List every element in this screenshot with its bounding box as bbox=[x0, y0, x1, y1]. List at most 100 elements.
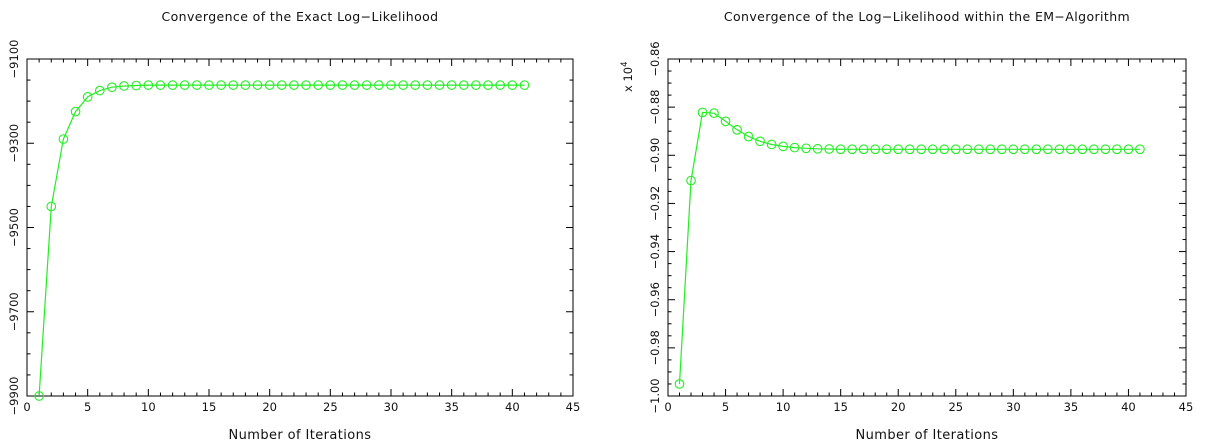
x-tick-label: 5 bbox=[722, 400, 729, 414]
plot-frame bbox=[667, 58, 1187, 397]
data-point bbox=[507, 80, 518, 90]
data-point bbox=[1123, 144, 1134, 155]
data-point bbox=[446, 80, 457, 90]
chart-title: Convergence of the Exact Log−Likelihood bbox=[161, 9, 438, 24]
data-point bbox=[58, 134, 69, 144]
data-point bbox=[939, 144, 950, 155]
data-point bbox=[916, 144, 927, 155]
y-tick-label: −0.92 bbox=[648, 186, 662, 221]
plot-frame bbox=[26, 58, 574, 397]
data-point bbox=[94, 85, 105, 96]
data-point bbox=[422, 80, 433, 90]
x-tick-label: 15 bbox=[833, 400, 848, 414]
data-point bbox=[962, 144, 973, 155]
data-point bbox=[398, 80, 408, 90]
data-point bbox=[216, 80, 226, 90]
data-point bbox=[1043, 144, 1053, 155]
y-tick-label: −9100 bbox=[7, 40, 21, 79]
x-axis-label: Number of Iterations bbox=[229, 428, 372, 443]
data-point bbox=[374, 80, 384, 90]
data-point bbox=[410, 80, 421, 90]
data-point bbox=[824, 144, 835, 154]
data-point bbox=[301, 80, 311, 90]
data-point bbox=[686, 175, 696, 186]
data-point bbox=[720, 116, 731, 127]
data-point bbox=[870, 144, 881, 155]
data-point bbox=[434, 80, 445, 90]
data-point bbox=[1089, 144, 1099, 155]
data-point bbox=[252, 80, 263, 90]
data-point bbox=[674, 379, 685, 389]
data-point bbox=[973, 144, 984, 155]
y-tick-label: −9900 bbox=[7, 377, 21, 416]
data-point bbox=[155, 80, 166, 90]
data-point bbox=[240, 80, 251, 90]
data-point bbox=[228, 80, 239, 90]
data-point bbox=[927, 144, 938, 155]
x-tick-label: 35 bbox=[1064, 400, 1079, 414]
x-tick-label: 15 bbox=[202, 400, 217, 414]
data-point bbox=[325, 80, 336, 90]
data-point bbox=[1008, 144, 1019, 155]
data-point bbox=[204, 80, 214, 90]
data-point bbox=[179, 80, 190, 90]
x-tick-label: 25 bbox=[323, 400, 338, 414]
data-point bbox=[950, 144, 961, 155]
data-point bbox=[167, 80, 178, 90]
data-point bbox=[82, 92, 93, 102]
data-point bbox=[34, 391, 44, 401]
x-tick-label: 40 bbox=[1121, 400, 1136, 414]
chart-exact-log-likelihood: Convergence of the Exact Log−Likelihood N… bbox=[7, 9, 580, 443]
x-tick-label: 30 bbox=[1006, 400, 1021, 414]
data-point bbox=[1054, 144, 1065, 155]
data-point bbox=[778, 141, 788, 152]
data-point bbox=[192, 80, 202, 90]
y-tick-label: −9700 bbox=[7, 292, 21, 331]
y-tick-label: −0.96 bbox=[648, 282, 662, 317]
y-tick-label: −0.98 bbox=[648, 330, 662, 365]
data-point bbox=[495, 80, 506, 90]
series-line bbox=[38, 84, 525, 397]
x-tick-label: 20 bbox=[262, 400, 277, 414]
data-point bbox=[1100, 144, 1111, 155]
chart-em-log-likelihood: Convergence of the Log−Likelihood within… bbox=[620, 9, 1193, 443]
data-point bbox=[289, 80, 299, 90]
x-tick-label: 10 bbox=[776, 400, 791, 414]
data-point bbox=[313, 80, 324, 90]
data-point bbox=[893, 144, 904, 155]
data-point bbox=[743, 131, 754, 142]
data-point bbox=[1135, 144, 1145, 155]
data-point bbox=[1112, 144, 1122, 155]
y-axis-multiplier: x 104 bbox=[620, 61, 635, 92]
x-tick-label: 35 bbox=[444, 400, 459, 414]
data-point bbox=[1077, 144, 1088, 155]
data-point bbox=[755, 136, 765, 147]
data-point bbox=[471, 80, 481, 90]
data-point bbox=[349, 80, 360, 90]
data-point bbox=[996, 144, 1007, 155]
data-point bbox=[697, 107, 708, 118]
chart-title: Convergence of the Log−Likelihood within… bbox=[724, 9, 1130, 24]
x-tick-label: 45 bbox=[1179, 400, 1194, 414]
data-point bbox=[847, 144, 858, 155]
data-point bbox=[519, 80, 530, 90]
y-tick-label: −0.94 bbox=[648, 234, 662, 269]
y-tick-label: −1.00 bbox=[648, 378, 662, 413]
x-tick-label: 25 bbox=[948, 400, 963, 414]
data-point bbox=[789, 142, 800, 153]
data-point bbox=[70, 106, 81, 117]
data-point bbox=[1066, 144, 1076, 155]
data-point bbox=[337, 80, 348, 90]
data-point bbox=[812, 143, 823, 154]
data-point bbox=[732, 124, 742, 135]
x-tick-label: 0 bbox=[23, 400, 30, 414]
x-tick-label: 20 bbox=[891, 400, 906, 414]
data-point bbox=[1031, 144, 1042, 155]
x-tick-label: 5 bbox=[84, 400, 91, 414]
x-tick-label: 45 bbox=[566, 400, 581, 414]
y-tick-label: −0.86 bbox=[648, 41, 662, 76]
data-point bbox=[264, 80, 275, 90]
y-multiplier-exponent: 4 bbox=[620, 61, 630, 66]
data-point bbox=[131, 80, 142, 91]
